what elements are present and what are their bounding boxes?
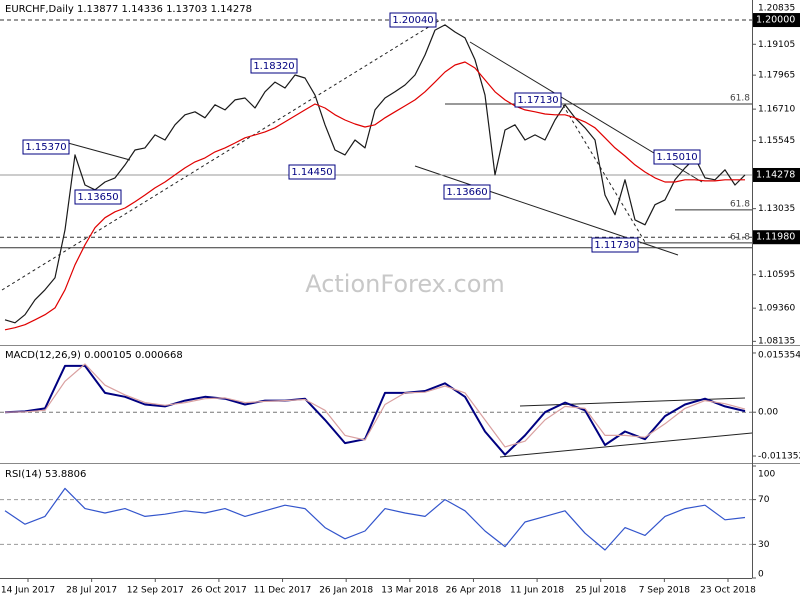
annotation: 1.14450: [291, 167, 332, 178]
annotation: 1.13650: [77, 192, 118, 203]
chart-title: EURCHF,Daily 1.13877 1.14336 1.13703 1.1…: [5, 4, 252, 15]
rsi-title: RSI(14) 53.8806: [5, 469, 86, 480]
x-tick-label: 26 Apr 2018: [446, 586, 502, 596]
fib-label: 61.8: [730, 93, 750, 103]
x-tick-label: 26 Jan 2018: [319, 586, 373, 596]
series-line: [4, 24, 746, 324]
y-tick-label: 70: [758, 495, 770, 505]
y-tick-label: 0.015354: [758, 351, 800, 361]
series-line: [4, 363, 746, 448]
trend-line: [1, 19, 441, 291]
annotation-box: [443, 184, 491, 200]
x-tick-label: 28 Jul 2017: [66, 586, 117, 596]
annotation-box: [389, 12, 437, 28]
series-line: [4, 487, 746, 551]
price-label: 1.11980: [756, 232, 795, 243]
y-tick-label: 1.16710: [758, 105, 795, 115]
y-tick-label: 1.10595: [758, 270, 795, 280]
price-label: 1.20000: [756, 15, 795, 26]
y-tick-label: 0: [758, 570, 764, 580]
annotation: 1.13660: [446, 187, 487, 198]
y-tick-label: 1.15545: [758, 136, 795, 146]
y-tick-label: 0.00: [758, 408, 778, 418]
y-tick-label: -0.011352: [758, 452, 800, 462]
annotation: 1.11730: [594, 240, 635, 251]
y-tick-label: 1.13035: [758, 204, 795, 214]
y-tick-label: 1.20835: [758, 4, 795, 14]
annotation-box: [74, 189, 122, 205]
macd-title: MACD(12,26,9) 0.000105 0.000668: [5, 350, 183, 361]
price-label-box: [753, 230, 800, 245]
annotation-box: [514, 92, 562, 108]
x-tick-label: 14 Jun 2017: [1, 586, 55, 596]
annotation: 1.18320: [253, 61, 294, 72]
x-tick-label: 13 Mar 2018: [381, 586, 438, 596]
fib-label: 61.8: [730, 232, 750, 242]
y-tick-label: 100: [758, 470, 775, 480]
y-tick-label: 1.17965: [758, 71, 795, 81]
x-tick-label: 25 Jul 2018: [575, 586, 626, 596]
annotation-box: [653, 149, 701, 165]
annotation: 1.15010: [656, 152, 697, 163]
x-tick-label: 26 Oct 2017: [191, 586, 247, 596]
annotation-box: [591, 237, 639, 253]
annotation: 1.17130: [517, 95, 558, 106]
x-tick-label: 7 Sep 2018: [639, 586, 691, 596]
annotation-box: [22, 139, 70, 155]
trend-line: [499, 432, 753, 458]
annotation: 1.20040: [392, 15, 433, 26]
y-tick-label: 30: [758, 540, 770, 550]
trend-line: [67, 142, 131, 161]
annotation-box: [250, 58, 298, 74]
y-tick-label: 1.08135: [758, 337, 795, 347]
y-tick-label: 1.19105: [758, 40, 795, 50]
x-tick-label: 11 Dec 2017: [254, 586, 312, 596]
series-line: [4, 364, 746, 456]
price-label-box: [753, 167, 800, 182]
price-label-box: [753, 13, 800, 28]
y-tick-label: 1.09360: [758, 304, 795, 314]
x-tick-label: 23 Oct 2018: [700, 586, 756, 596]
price-label: 1.14278: [756, 169, 795, 180]
annotation: 1.15370: [25, 142, 66, 153]
watermark: ActionForex.com: [305, 270, 505, 298]
series-line: [4, 61, 745, 331]
annotation-box: [288, 164, 336, 180]
x-tick-label: 12 Sep 2017: [127, 586, 184, 596]
x-tick-label: 11 Jun 2018: [510, 586, 564, 596]
fib-label: 61.8: [730, 199, 750, 209]
